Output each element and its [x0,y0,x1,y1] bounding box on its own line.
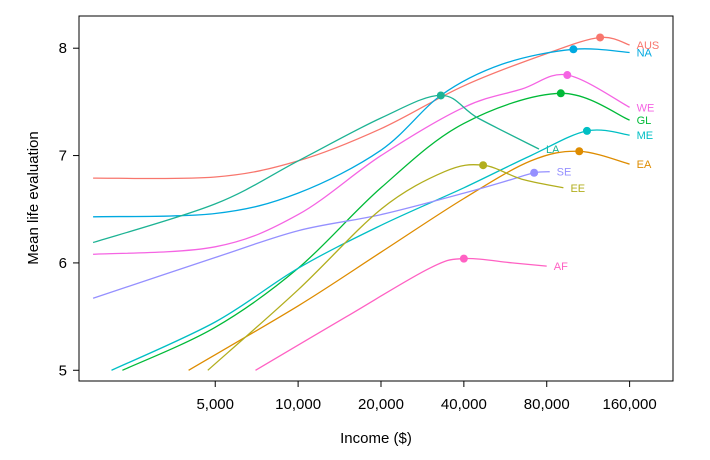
x-tick-label: 80,000 [524,396,570,413]
series-aus: AUS [93,33,660,180]
series-line-se [92,171,550,299]
series-line-af [255,257,547,371]
peak-point-se [530,168,539,177]
series-line-la [92,94,540,244]
peak-point-me [582,126,591,135]
series-line-aus [93,36,630,180]
series-we: WE [93,71,655,255]
series-label-ee: EE [570,183,585,195]
x-tick-label: 40,000 [441,396,487,413]
series-label-aus: AUS [637,40,660,52]
series-me: ME [111,126,654,371]
x-tick-label: 5,000 [196,396,234,413]
peak-point-na [569,45,578,54]
series-af: AF [255,254,568,371]
peak-point-we [563,71,572,80]
y-tick-label: 5 [59,362,67,379]
series-ea: EA [188,147,652,371]
peak-point-la [436,91,445,100]
series-line-ee [207,164,564,371]
series-line-me [111,129,630,371]
series-gl: GL [122,89,652,371]
series-label-we: WE [637,102,655,114]
series-label-af: AF [554,261,568,273]
series-na: NA [93,45,653,218]
x-axis-title: Income ($) [340,430,412,447]
peak-point-gl [556,89,565,98]
peak-point-ea [575,147,584,156]
series-label-gl: GL [637,115,652,127]
series-label-me: ME [637,130,654,142]
x-tick-label: 160,000 [602,396,656,413]
series-line-we [93,73,630,255]
peak-point-ee [479,161,488,170]
y-tick-label: 6 [59,255,67,272]
plot-frame [78,15,674,382]
series-line-na [93,48,630,218]
x-axis: 5,000 10,000 20,000 40,000 80,000 160,000 [196,381,657,413]
series-label-se: SE [557,167,572,179]
x-tick-label: 20,000 [358,396,404,413]
series-se: SE [92,167,572,299]
peak-point-aus [596,33,605,42]
series-la: LA [92,91,560,244]
y-tick-label: 7 [59,148,67,165]
peak-point-af [459,254,468,263]
y-axis: 5 6 7 8 [59,40,79,379]
series-line-gl [122,92,630,371]
series-label-na: NA [637,48,653,60]
x-tick-label: 10,000 [275,396,321,413]
y-tick-label: 8 [59,40,67,57]
series-ee: EE [207,161,585,371]
series-label-ea: EA [637,159,652,171]
y-axis-title: Mean life evaluation [25,131,42,264]
